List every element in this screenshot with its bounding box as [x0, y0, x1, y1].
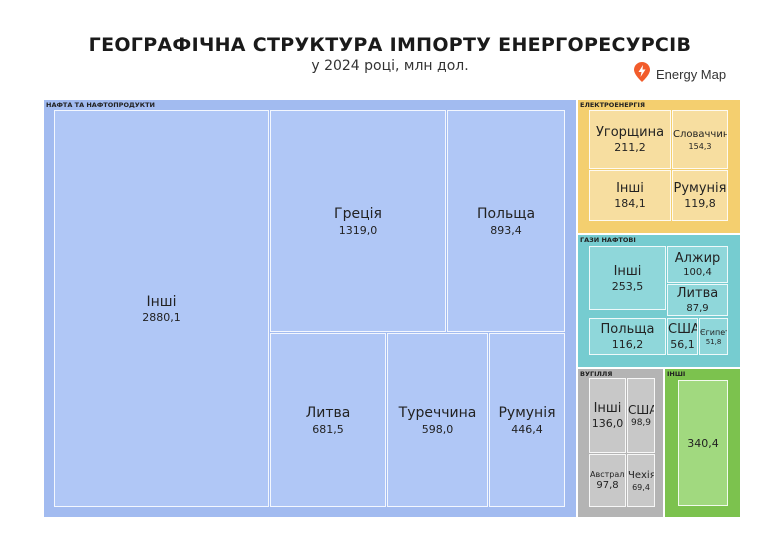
treemap-cell: Греція 1319,0: [270, 110, 446, 332]
treemap-cell-label: Литва: [305, 405, 351, 422]
treemap-cell: Румунія 446,4: [489, 333, 565, 507]
treemap-cell-value: 87,9: [686, 302, 709, 314]
treemap-cell-label: Румунія: [498, 405, 556, 422]
treemap-cell: Інші 136,0: [589, 378, 626, 453]
treemap-cell: Литва 681,5: [270, 333, 386, 507]
treemap-cell-label: Румунія: [673, 181, 727, 197]
treemap-cell-label: Інші: [146, 293, 177, 310]
treemap-cell-label: Інші: [593, 401, 622, 417]
treemap-cell-value: 446,4: [511, 422, 543, 436]
treemap-cell: Словаччина154,3: [672, 110, 728, 169]
treemap-group-label: НАФТА ТА НАФТОПРОДУКТИ: [46, 101, 155, 109]
treemap-cell-value: 893,4: [490, 223, 522, 237]
treemap-cell: Румунія 119,8: [672, 170, 728, 221]
treemap-group-label: ВУГІЛЛЯ: [580, 370, 613, 378]
treemap-cell-value: 56,1: [670, 338, 695, 352]
treemap-cell: Алжир 100,4: [667, 246, 728, 283]
treemap-cell-value: 69,4: [632, 482, 650, 492]
treemap-cell-label: Єгипет: [700, 327, 728, 337]
treemap-group-label: ІНШІ: [667, 370, 686, 378]
treemap-cell: Литва 87,9: [667, 284, 728, 316]
treemap-cell-value: 598,0: [421, 422, 454, 436]
treemap-cell-value: 116,2: [611, 338, 644, 352]
treemap-cell: 340,4: [678, 380, 728, 506]
chart-title: ГЕОГРАФІЧНА СТРУКТУРА ІМПОРТУ ЕНЕРГОРЕСУ…: [88, 34, 692, 56]
treemap-cell-label: Алжир: [674, 250, 721, 266]
treemap-cell-value: 98,9: [630, 418, 652, 429]
treemap-cell: Інші 184,1: [589, 170, 671, 221]
treemap-cell: Угорщина 211,2: [589, 110, 671, 169]
treemap-cell: Інші 253,5: [589, 246, 666, 310]
treemap-cell-label: Австралія: [590, 470, 625, 479]
treemap-cell-label: Греція: [334, 206, 382, 223]
treemap-cell-value: 100,4: [683, 267, 712, 279]
treemap-cell-label: Інші: [613, 263, 642, 279]
treemap-cell-label: Туреччина: [398, 405, 477, 422]
treemap-cell: Чехія 69,4: [627, 454, 655, 507]
treemap-cell-value: 51,8: [705, 337, 722, 346]
treemap-cell-value: 1319,0: [338, 223, 378, 237]
treemap-group-label: ГАЗИ НАФТОВІ: [580, 236, 636, 244]
treemap-cell-label: США: [668, 322, 698, 338]
treemap-cell-label: Чехія: [628, 470, 655, 482]
treemap-cell: США 98,9: [627, 378, 655, 453]
treemap-cell-value: 119,8: [684, 197, 716, 211]
treemap-cell-value: 211,2: [614, 141, 646, 155]
brand-logo: Energy Map: [634, 62, 727, 86]
treemap-cell-value: 136,0: [591, 417, 624, 431]
treemap-cell-value: 681,5: [312, 422, 344, 436]
treemap-cell-label: Словаччина: [673, 129, 727, 141]
treemap-cell-label: Інші: [616, 181, 644, 197]
treemap-cell-label: Литва: [676, 286, 719, 302]
chart-subtitle: у 2024 році, млн дол.: [311, 58, 469, 74]
treemap-cell: Австралія97,8: [589, 454, 626, 507]
energy-map-logo-icon: [634, 62, 650, 86]
treemap-cell-value: 2880,1: [142, 311, 181, 325]
treemap-cell-label: Польща: [600, 322, 655, 338]
brand-name: Energy Map: [656, 66, 727, 82]
treemap-cell-label: Польща: [476, 206, 536, 223]
treemap-cell: Польща 893,4: [447, 110, 565, 332]
treemap-cell-value: 97,8: [596, 480, 619, 491]
treemap-cell-value: 184,1: [614, 197, 646, 211]
treemap-cell: Єгипет 51,8: [699, 318, 728, 355]
treemap-group-label: ЕЛЕКТРОЕНЕРГІЯ: [580, 101, 645, 109]
treemap-cell-label: США: [628, 403, 655, 418]
treemap-cell: США 56,1: [667, 318, 698, 355]
treemap-cell: Інші 2880,1: [54, 110, 269, 507]
treemap-cell: Польща 116,2: [589, 318, 666, 355]
treemap-cell-value: 253,5: [611, 279, 644, 293]
treemap-cell: Туреччина 598,0: [387, 333, 488, 507]
treemap-cell-label: Угорщина: [595, 125, 665, 141]
treemap-cell-value: 154,3: [688, 141, 712, 151]
treemap-cell-value: 340,4: [687, 436, 719, 450]
